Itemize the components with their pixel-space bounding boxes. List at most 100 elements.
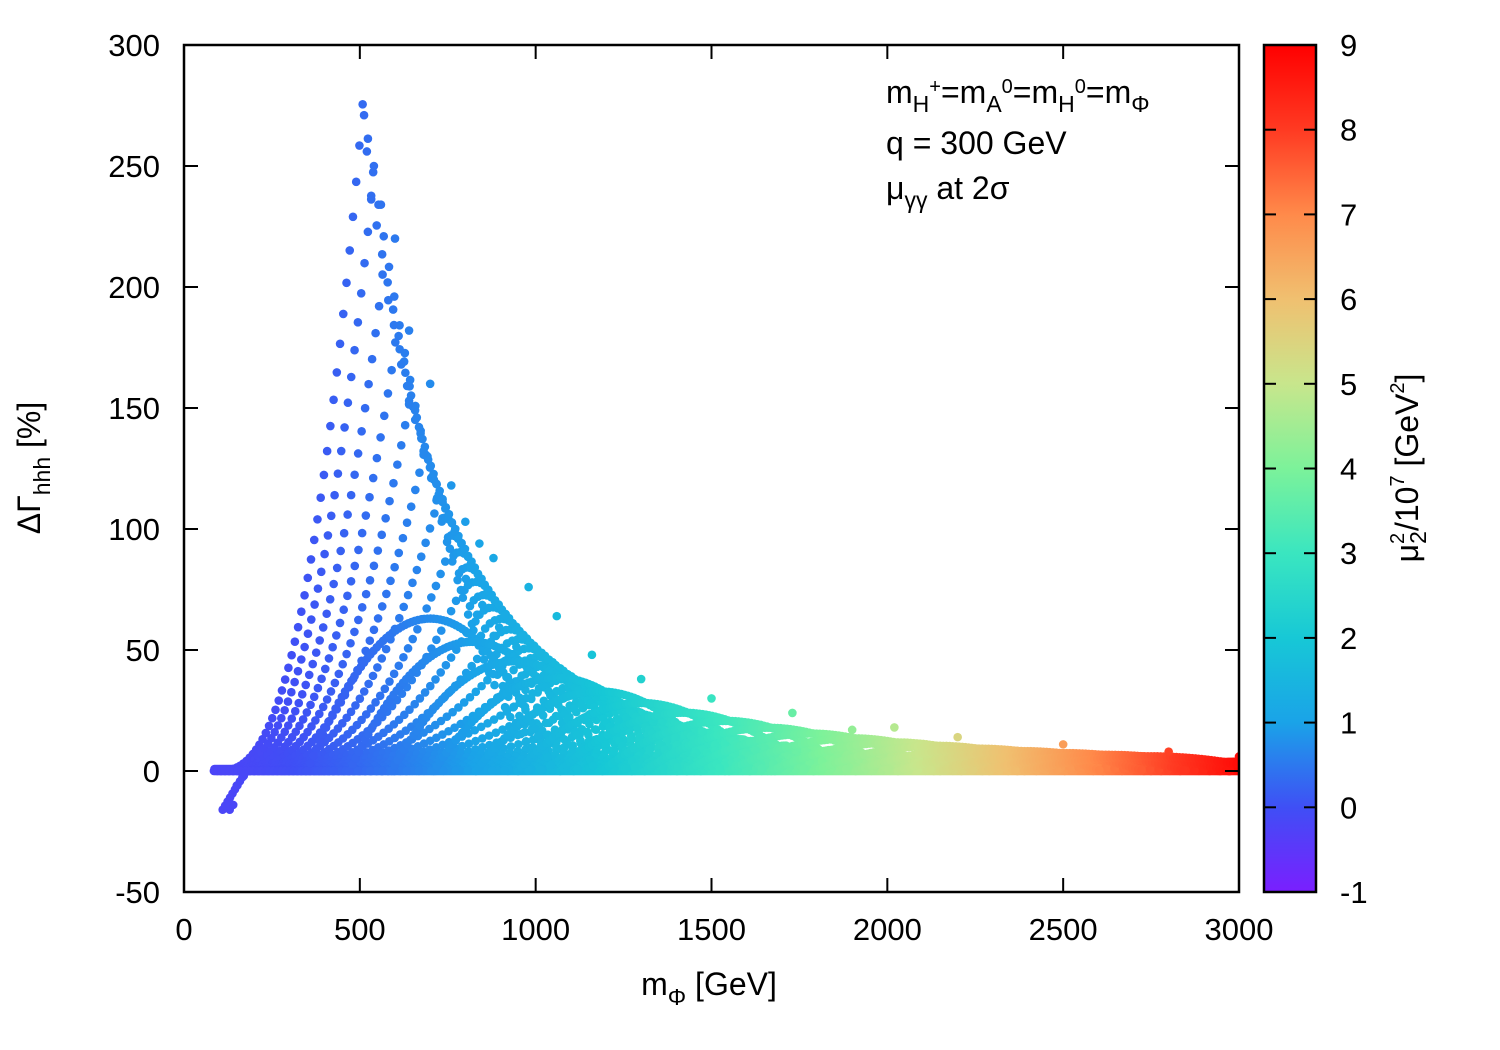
data-point (377, 250, 387, 259)
data-point (530, 724, 540, 734)
data-point (573, 765, 583, 774)
data-point (306, 700, 315, 710)
data-point (317, 674, 326, 684)
data-point (614, 716, 623, 726)
data-point (343, 591, 352, 601)
data-point (431, 675, 440, 684)
data-point (332, 563, 342, 573)
data-point (487, 766, 497, 775)
data-point (273, 721, 283, 730)
data-point (346, 707, 356, 717)
data-point (365, 766, 375, 776)
data-point (376, 433, 385, 442)
data-point (1190, 766, 1199, 775)
data-point (366, 191, 376, 201)
data-point (386, 576, 395, 586)
data-point (467, 661, 476, 671)
data-point (346, 576, 356, 586)
data-point (436, 626, 446, 635)
data-point (318, 623, 328, 632)
data-point (361, 589, 371, 599)
data-point (290, 637, 300, 646)
data-point (351, 177, 361, 187)
data-points (209, 99, 1239, 815)
data-point (395, 344, 404, 354)
data-point (520, 727, 530, 737)
data-point (316, 493, 325, 503)
data-point (365, 636, 375, 645)
data-point (459, 698, 469, 707)
data-point (478, 734, 487, 743)
data-point (332, 368, 342, 377)
data-point (412, 565, 422, 575)
data-point (757, 764, 767, 773)
data-point (329, 579, 338, 589)
data-point (342, 649, 351, 659)
data-point (488, 669, 498, 679)
data-point (483, 587, 492, 596)
data-point (489, 715, 499, 724)
data-point (494, 623, 504, 632)
data-point (320, 549, 329, 559)
data-point (389, 478, 398, 488)
data-point (306, 615, 316, 624)
data-point (420, 688, 430, 697)
data-point (457, 539, 466, 549)
data-point (388, 305, 398, 314)
data-point (267, 713, 277, 723)
data-point (440, 557, 450, 566)
data-point (496, 711, 505, 720)
data-point (471, 736, 480, 746)
data-point (309, 751, 318, 761)
data-point (355, 694, 365, 703)
data-point (457, 741, 467, 751)
data-point (350, 470, 359, 480)
data-point (472, 654, 482, 664)
data-point (338, 659, 348, 669)
data-point (310, 600, 319, 609)
data-point (318, 730, 328, 739)
data-point (300, 642, 309, 652)
data-point (329, 766, 338, 776)
data-point (356, 288, 366, 298)
data-point (489, 631, 498, 641)
data-point (280, 675, 290, 684)
data-point (261, 728, 271, 738)
data-point (383, 389, 393, 398)
data-point (357, 427, 366, 436)
data-point (391, 338, 400, 347)
data-point (344, 766, 354, 776)
data-point (521, 737, 531, 747)
data-point (473, 570, 483, 579)
data-point (330, 678, 340, 688)
data-point (326, 687, 336, 696)
data-point (590, 725, 600, 734)
data-point (326, 421, 335, 431)
data-point (379, 231, 389, 241)
data-point (483, 718, 492, 728)
data-point (330, 490, 339, 500)
data-point (401, 368, 410, 378)
data-point (405, 705, 414, 714)
data-point (1145, 765, 1155, 774)
data-point (451, 766, 460, 776)
data-point (363, 227, 373, 237)
data-point (375, 691, 385, 701)
data-point (525, 638, 535, 647)
data-point (422, 604, 431, 613)
data-point (364, 379, 373, 389)
data-point (399, 602, 408, 612)
data-point (671, 733, 681, 742)
data-point (517, 631, 527, 640)
data-point (351, 701, 360, 710)
data-point (371, 698, 380, 707)
data-point (500, 610, 509, 620)
data-point (467, 619, 477, 629)
data-point (543, 753, 552, 762)
data-point (326, 511, 336, 521)
data-point (334, 669, 344, 679)
data-point (313, 584, 323, 593)
data-point (446, 606, 456, 616)
data-point (343, 510, 352, 519)
